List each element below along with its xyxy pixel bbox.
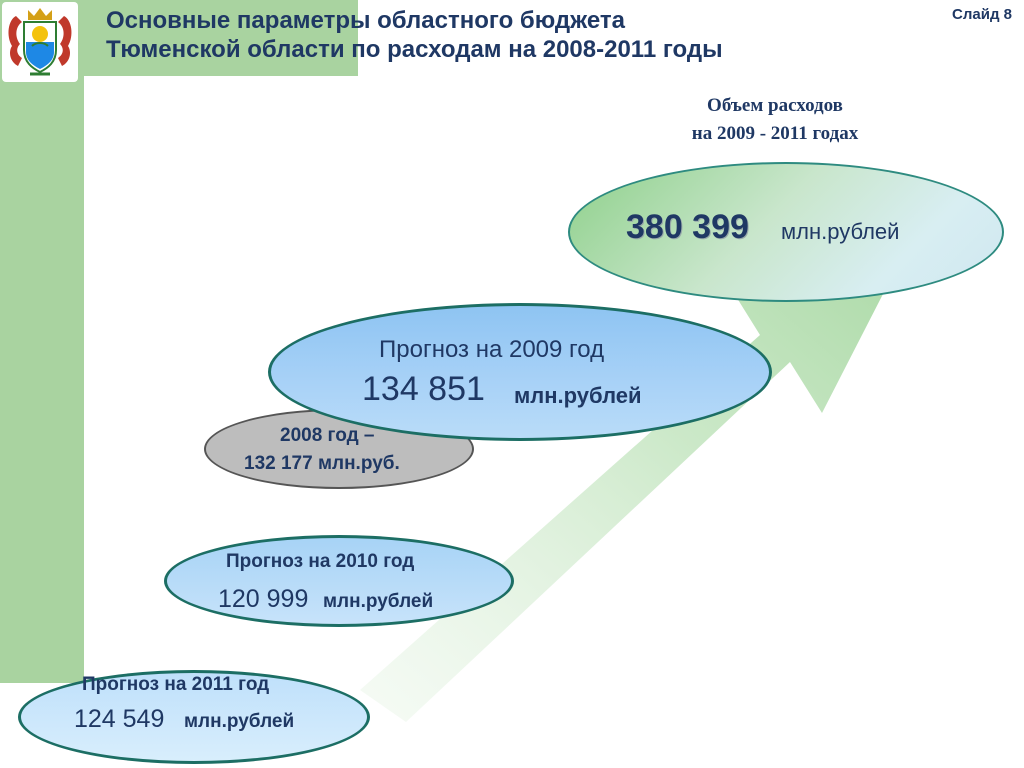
year-2008-label: 2008 год – (280, 425, 375, 446)
page-title-line1: Основные параметры областного бюджета (106, 7, 625, 34)
total-volume-ellipse (568, 162, 1004, 302)
volume-caption-line1: Объем расходов (707, 95, 843, 116)
year-2008-value: 132 177 млн.руб. (244, 453, 400, 474)
forecast-2010-ellipse (164, 535, 514, 627)
volume-caption-line2: на 2009 - 2011 годах (691, 123, 859, 144)
forecast-2009-ellipse (268, 303, 772, 441)
forecast-2009-unit: млн.рублей (514, 383, 642, 408)
expenditure-volume-caption: Объем расходов на 2009 - 2011 годах (640, 92, 910, 148)
side-accent-band (0, 0, 84, 683)
forecast-2010-unit: млн.рублей (323, 591, 434, 612)
forecast-2011-ellipse (18, 670, 370, 764)
page-title: Основные параметры областного бюджета Тю… (106, 6, 723, 64)
page-title-line2: Тюменской области по расходам на 2008-20… (106, 36, 723, 63)
forecast-2011-unit: млн.рублей (184, 711, 295, 732)
top-accent-band (84, 0, 358, 76)
forecast-2010-value: 120 999 (218, 585, 309, 613)
forecast-2011-label: Прогноз на 2011 год (82, 674, 270, 695)
forecast-2009-label: Прогноз на 2009 год (379, 336, 605, 363)
total-volume-unit: млн.рублей (781, 219, 900, 244)
total-volume-value: 380 399 (626, 208, 749, 246)
forecast-2010-label: Прогноз на 2010 год (226, 551, 415, 572)
slide-number: Слайд 8 (952, 6, 1012, 23)
forecast-2009-value: 134 851 (362, 370, 485, 408)
forecast-2011-value: 124 549 (74, 705, 165, 733)
regional-coat-of-arms-icon (2, 2, 78, 82)
